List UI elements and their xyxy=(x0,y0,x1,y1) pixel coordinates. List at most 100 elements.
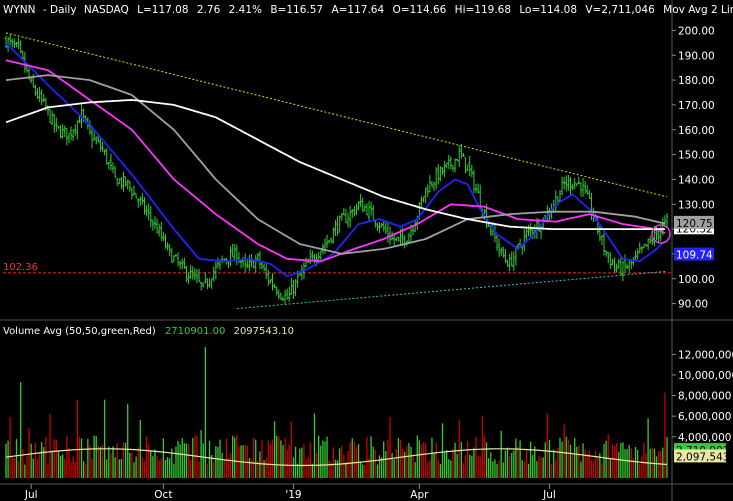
price-bar xyxy=(367,200,371,223)
price-bar xyxy=(239,259,243,269)
moving-average-line xyxy=(5,42,666,278)
price-bar xyxy=(512,251,516,272)
price-bar xyxy=(665,213,669,229)
price-bar xyxy=(361,197,364,212)
price-bar xyxy=(397,237,400,242)
header-bid: B=116.57 xyxy=(270,4,323,16)
price-bar xyxy=(199,281,203,291)
price-bar xyxy=(346,212,350,228)
moving-averages xyxy=(5,42,671,278)
price-bar xyxy=(61,124,64,139)
date-tick-label: Jul xyxy=(24,489,38,501)
price-bar xyxy=(65,127,69,146)
price-bar xyxy=(116,177,119,186)
price-bar xyxy=(145,205,148,217)
price-bar xyxy=(29,77,33,84)
price-bar xyxy=(269,278,272,284)
price-bar xyxy=(252,259,255,269)
volume-tick-label: 10,000,000 xyxy=(678,370,733,382)
price-bar xyxy=(378,221,381,234)
price-tick-label: 150.00 xyxy=(678,150,715,162)
price-bar xyxy=(132,185,136,196)
price-bar xyxy=(231,243,234,258)
price-bar xyxy=(657,231,660,242)
price-bar xyxy=(95,136,98,145)
price-bar xyxy=(92,131,96,141)
price-bar xyxy=(330,237,333,243)
price-bar xyxy=(502,246,505,258)
price-bar xyxy=(191,266,194,280)
price-bar xyxy=(569,176,572,195)
price-tick-label: 190.00 xyxy=(678,50,715,62)
price-bar xyxy=(55,117,58,132)
price-bar xyxy=(422,196,425,203)
price-bar xyxy=(258,250,262,270)
price-bar xyxy=(607,251,610,264)
price-bar xyxy=(15,42,18,48)
price-bar xyxy=(365,203,369,216)
header-high: Hi=119.68 xyxy=(455,4,511,16)
price-bar xyxy=(464,157,467,174)
price-bar xyxy=(500,247,503,256)
price-bar xyxy=(153,215,157,230)
price-bar xyxy=(497,238,501,258)
price-bar xyxy=(151,219,155,231)
price-bar xyxy=(531,229,534,240)
price-bar xyxy=(17,37,20,50)
price-bar xyxy=(42,94,45,103)
volume-average-line xyxy=(5,448,668,467)
price-bar xyxy=(451,164,455,172)
price-bar xyxy=(185,265,188,283)
moving-average-line xyxy=(5,59,666,263)
price-bar xyxy=(277,289,280,300)
price-bar xyxy=(510,251,513,267)
price-bar xyxy=(202,282,205,288)
price-bar xyxy=(441,167,444,175)
price-bar xyxy=(126,179,129,190)
volume-tick-label: 6,000,000 xyxy=(678,411,731,423)
price-tick-label: 170.00 xyxy=(678,100,715,112)
volume-axis: 12,000,000 10,000,000 8,000,000 6,000,000 4,… xyxy=(672,349,733,444)
price-bar xyxy=(382,220,385,232)
price-bar xyxy=(294,279,297,297)
volume-tag: 2,097,543 xyxy=(674,449,729,463)
date-tick-label: '19 xyxy=(285,489,301,501)
price-bar xyxy=(319,250,322,261)
header-low: Lo=114.08 xyxy=(519,4,577,16)
price-bar xyxy=(623,254,627,273)
chart-header: WYNN - Daily NASDAQ L=117.08 2.76 2.41% … xyxy=(3,4,733,16)
price-bar xyxy=(233,243,236,262)
price-tag: 109.74 xyxy=(674,247,714,262)
price-bar xyxy=(160,221,163,242)
price-bar xyxy=(143,197,146,215)
price-bar xyxy=(113,166,117,178)
price-bar xyxy=(164,234,167,249)
price-tick-label: 200.00 xyxy=(678,25,715,37)
volume-header-label: Volume Avg (50,50,green,Red) xyxy=(3,326,156,337)
volume-tick-label: 4,000,000 xyxy=(678,432,731,444)
price-bar xyxy=(634,250,637,262)
price-bar xyxy=(460,143,463,159)
price-bar xyxy=(21,50,24,60)
price-bar xyxy=(332,227,335,244)
price-bar xyxy=(275,286,278,296)
price-bar xyxy=(300,265,304,281)
price-bar xyxy=(288,286,291,302)
price-bar xyxy=(613,257,616,273)
header-change-pct: 2.41% xyxy=(229,4,262,16)
price-bar xyxy=(48,108,52,124)
price-bar xyxy=(583,181,587,194)
price-bar xyxy=(474,183,478,193)
date-tick-label: Apr xyxy=(410,489,429,501)
date-tick-label: Jul xyxy=(542,489,556,501)
price-bar xyxy=(470,164,474,178)
price-bar xyxy=(174,254,178,257)
volume-tick-label: 8,000,000 xyxy=(678,391,731,403)
volume-header: Volume Avg (50,50,green,Red) 2710901.00 … xyxy=(3,326,294,337)
price-bar xyxy=(573,178,576,189)
price-bar xyxy=(529,223,532,237)
price-bar xyxy=(432,181,436,192)
price-bar xyxy=(216,257,220,269)
price-bar xyxy=(611,258,614,266)
